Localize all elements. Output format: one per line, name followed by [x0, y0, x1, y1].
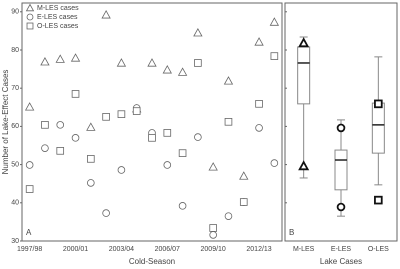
x-tick-label: E-LES: [331, 246, 352, 253]
y-tick-label: 70: [11, 85, 19, 92]
legend-label: O-LES cases: [37, 23, 79, 30]
triangle-marker: [177, 67, 188, 76]
x-axis-title: Lake Cases: [320, 257, 362, 266]
triangle-marker: [193, 27, 203, 37]
square-marker: [87, 155, 95, 163]
triangle-marker: [25, 3, 35, 12]
square-marker: [25, 185, 34, 193]
triangle-marker: [70, 53, 81, 62]
x-tick-label: 1997/98: [17, 246, 42, 253]
triangle-marker: [223, 76, 234, 85]
triangle-marker: [116, 58, 127, 67]
x-axis-title: Cold-Season: [129, 257, 175, 266]
y-tick-label: 40: [11, 200, 19, 207]
box: [371, 102, 385, 154]
circle-marker: [224, 212, 233, 220]
circle-marker: [25, 161, 34, 169]
y-axis-title: Number of Lake-Effect Cases: [1, 70, 10, 175]
triangle-marker: [298, 37, 310, 48]
triangle-marker: [40, 57, 50, 66]
circle-marker: [178, 202, 187, 210]
x-tick-label: 2003/04: [109, 246, 134, 253]
triangle-marker: [239, 171, 249, 180]
circle-marker: [87, 179, 95, 187]
square-marker: [255, 100, 263, 108]
circle-marker: [209, 231, 217, 239]
square-marker: [178, 149, 187, 157]
circle-marker: [26, 13, 34, 21]
square-marker: [374, 195, 383, 205]
square-marker: [56, 147, 65, 155]
circle-marker: [336, 202, 346, 212]
square-marker: [148, 134, 156, 142]
square-marker: [163, 129, 172, 137]
circle-marker: [194, 133, 202, 141]
square-marker: [270, 52, 279, 60]
triangle-marker: [86, 122, 96, 131]
x-tick-label: 2012/13: [246, 246, 271, 253]
square-marker: [239, 198, 248, 206]
triangle-marker: [298, 160, 310, 171]
square-marker: [102, 113, 110, 121]
triangle-marker: [254, 37, 264, 46]
square-marker: [26, 22, 34, 30]
x-tick-label: 2009/10: [201, 246, 226, 253]
square-marker: [71, 90, 80, 98]
y-tick-label: 90: [11, 9, 19, 16]
panel-label: B: [289, 228, 294, 237]
circle-marker: [270, 159, 279, 167]
x-tick-label: O-LES: [368, 246, 389, 253]
panel-a-frame: [21, 2, 283, 242]
circle-marker: [163, 161, 172, 169]
square-marker: [224, 118, 233, 126]
triangle-marker: [101, 10, 111, 19]
x-tick-label: M-LES: [293, 246, 315, 253]
square-marker: [117, 110, 126, 118]
square-marker: [209, 224, 217, 232]
triangle-marker: [55, 54, 65, 63]
y-tick-label: 60: [11, 123, 19, 130]
x-tick-label: 2000/01: [63, 246, 88, 253]
triangle-marker: [269, 17, 280, 26]
circle-marker: [255, 124, 263, 132]
square-marker: [194, 59, 202, 67]
legend-label: M-LES cases: [37, 5, 79, 12]
circle-marker: [102, 209, 110, 217]
circle-marker: [56, 121, 65, 129]
x-tick-label: 2006/07: [155, 246, 180, 253]
box: [334, 149, 348, 191]
y-tick-label: 50: [11, 161, 19, 168]
y-tick-label: 30: [11, 238, 19, 245]
panel-b-frame: [284, 2, 398, 242]
square-marker: [132, 107, 141, 115]
triangle-marker: [147, 58, 157, 67]
box: [297, 46, 311, 105]
triangle-marker: [24, 102, 35, 111]
triangle-marker: [162, 65, 172, 74]
y-tick-label: 80: [11, 47, 19, 54]
panel-label: A: [26, 228, 32, 237]
square-marker: [41, 121, 49, 129]
circle-marker: [336, 123, 346, 133]
square-marker: [374, 99, 383, 109]
circle-marker: [117, 166, 126, 174]
legend-label: E-LES cases: [37, 14, 78, 21]
triangle-marker: [208, 162, 218, 171]
circle-marker: [41, 144, 49, 152]
circle-marker: [71, 134, 80, 142]
